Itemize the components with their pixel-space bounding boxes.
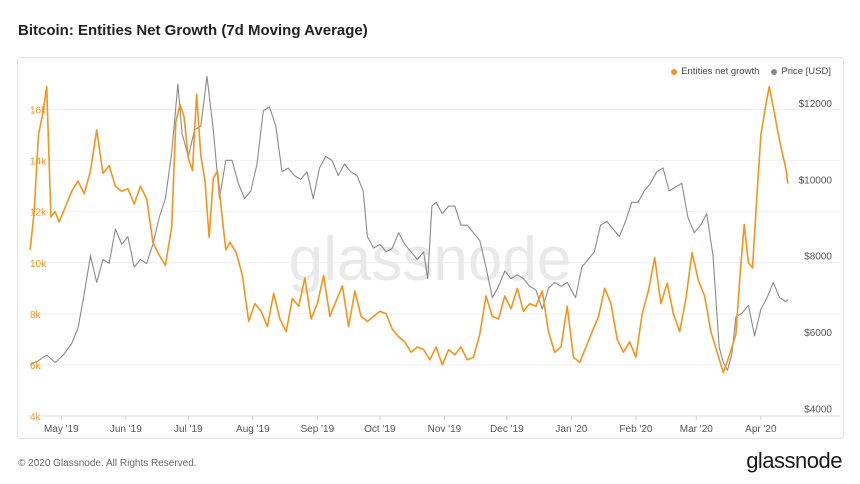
x-tick-label: Jun '19: [110, 424, 142, 435]
brand-logo[interactable]: glassnode: [746, 448, 842, 473]
series-lines: [29, 75, 789, 374]
x-axis-ticks: May '19 Jun '19 Jul '19 Aug '19 Sep '19 Oct '…: [28, 415, 840, 435]
left-tick-label: 16k: [30, 106, 47, 117]
right-axis-ticks: $4000 $6000 $8000 $10000 $12000: [799, 99, 833, 415]
x-tick-label: Nov '19: [428, 424, 462, 435]
legend-label-entities: Entities net growth: [681, 66, 760, 77]
copyright-footer: © 2020 Glassnode. All Rights Reserved.: [18, 458, 197, 469]
x-tick-label: Jan '20: [555, 424, 587, 435]
legend-item-price[interactable]: Price [USD]: [771, 66, 831, 77]
x-tick-label: Sep '19: [301, 424, 335, 435]
left-tick-label: 8k: [30, 310, 42, 321]
legend: Entities net growth Price [USD]: [671, 66, 831, 77]
left-tick-label: 4k: [30, 412, 42, 423]
chart-title: Bitcoin: Entities Net Growth (7d Moving …: [18, 22, 368, 39]
x-tick-label: Dec '19: [490, 424, 524, 435]
x-tick-label: Aug '19: [236, 424, 270, 435]
x-tick-label: Feb '20: [619, 424, 652, 435]
right-tick-label: $4000: [804, 404, 832, 415]
left-tick-label: 14k: [30, 157, 47, 168]
x-tick-label: Mar '20: [680, 424, 713, 435]
left-tick-label: 12k: [30, 208, 47, 219]
x-tick-label: Oct '19: [364, 424, 396, 435]
x-tick-label: Jul '19: [174, 424, 203, 435]
legend-dot-price: [771, 68, 778, 75]
left-tick-label: 10k: [30, 259, 47, 270]
x-tick-label: May '19: [44, 424, 79, 435]
series-line-price: [29, 75, 789, 371]
right-tick-label: $6000: [804, 328, 832, 339]
legend-item-entities[interactable]: Entities net growth: [671, 66, 759, 77]
legend-dot-entities: [671, 68, 678, 75]
left-tick-label: 6k: [30, 361, 42, 372]
chart-card: glassnode 4k 6k 8k 10k 12k 14k 16k $4000 $6000 $…: [17, 57, 844, 439]
x-tick-label: Apr '20: [745, 424, 777, 435]
right-tick-label: $12000: [799, 99, 833, 110]
right-tick-label: $8000: [804, 252, 832, 263]
legend-label-price: Price [USD]: [781, 66, 831, 77]
series-line-entities: [29, 85, 789, 374]
right-tick-label: $10000: [799, 175, 833, 186]
left-axis-ticks: 4k 6k 8k 10k 12k 14k 16k: [30, 106, 47, 423]
